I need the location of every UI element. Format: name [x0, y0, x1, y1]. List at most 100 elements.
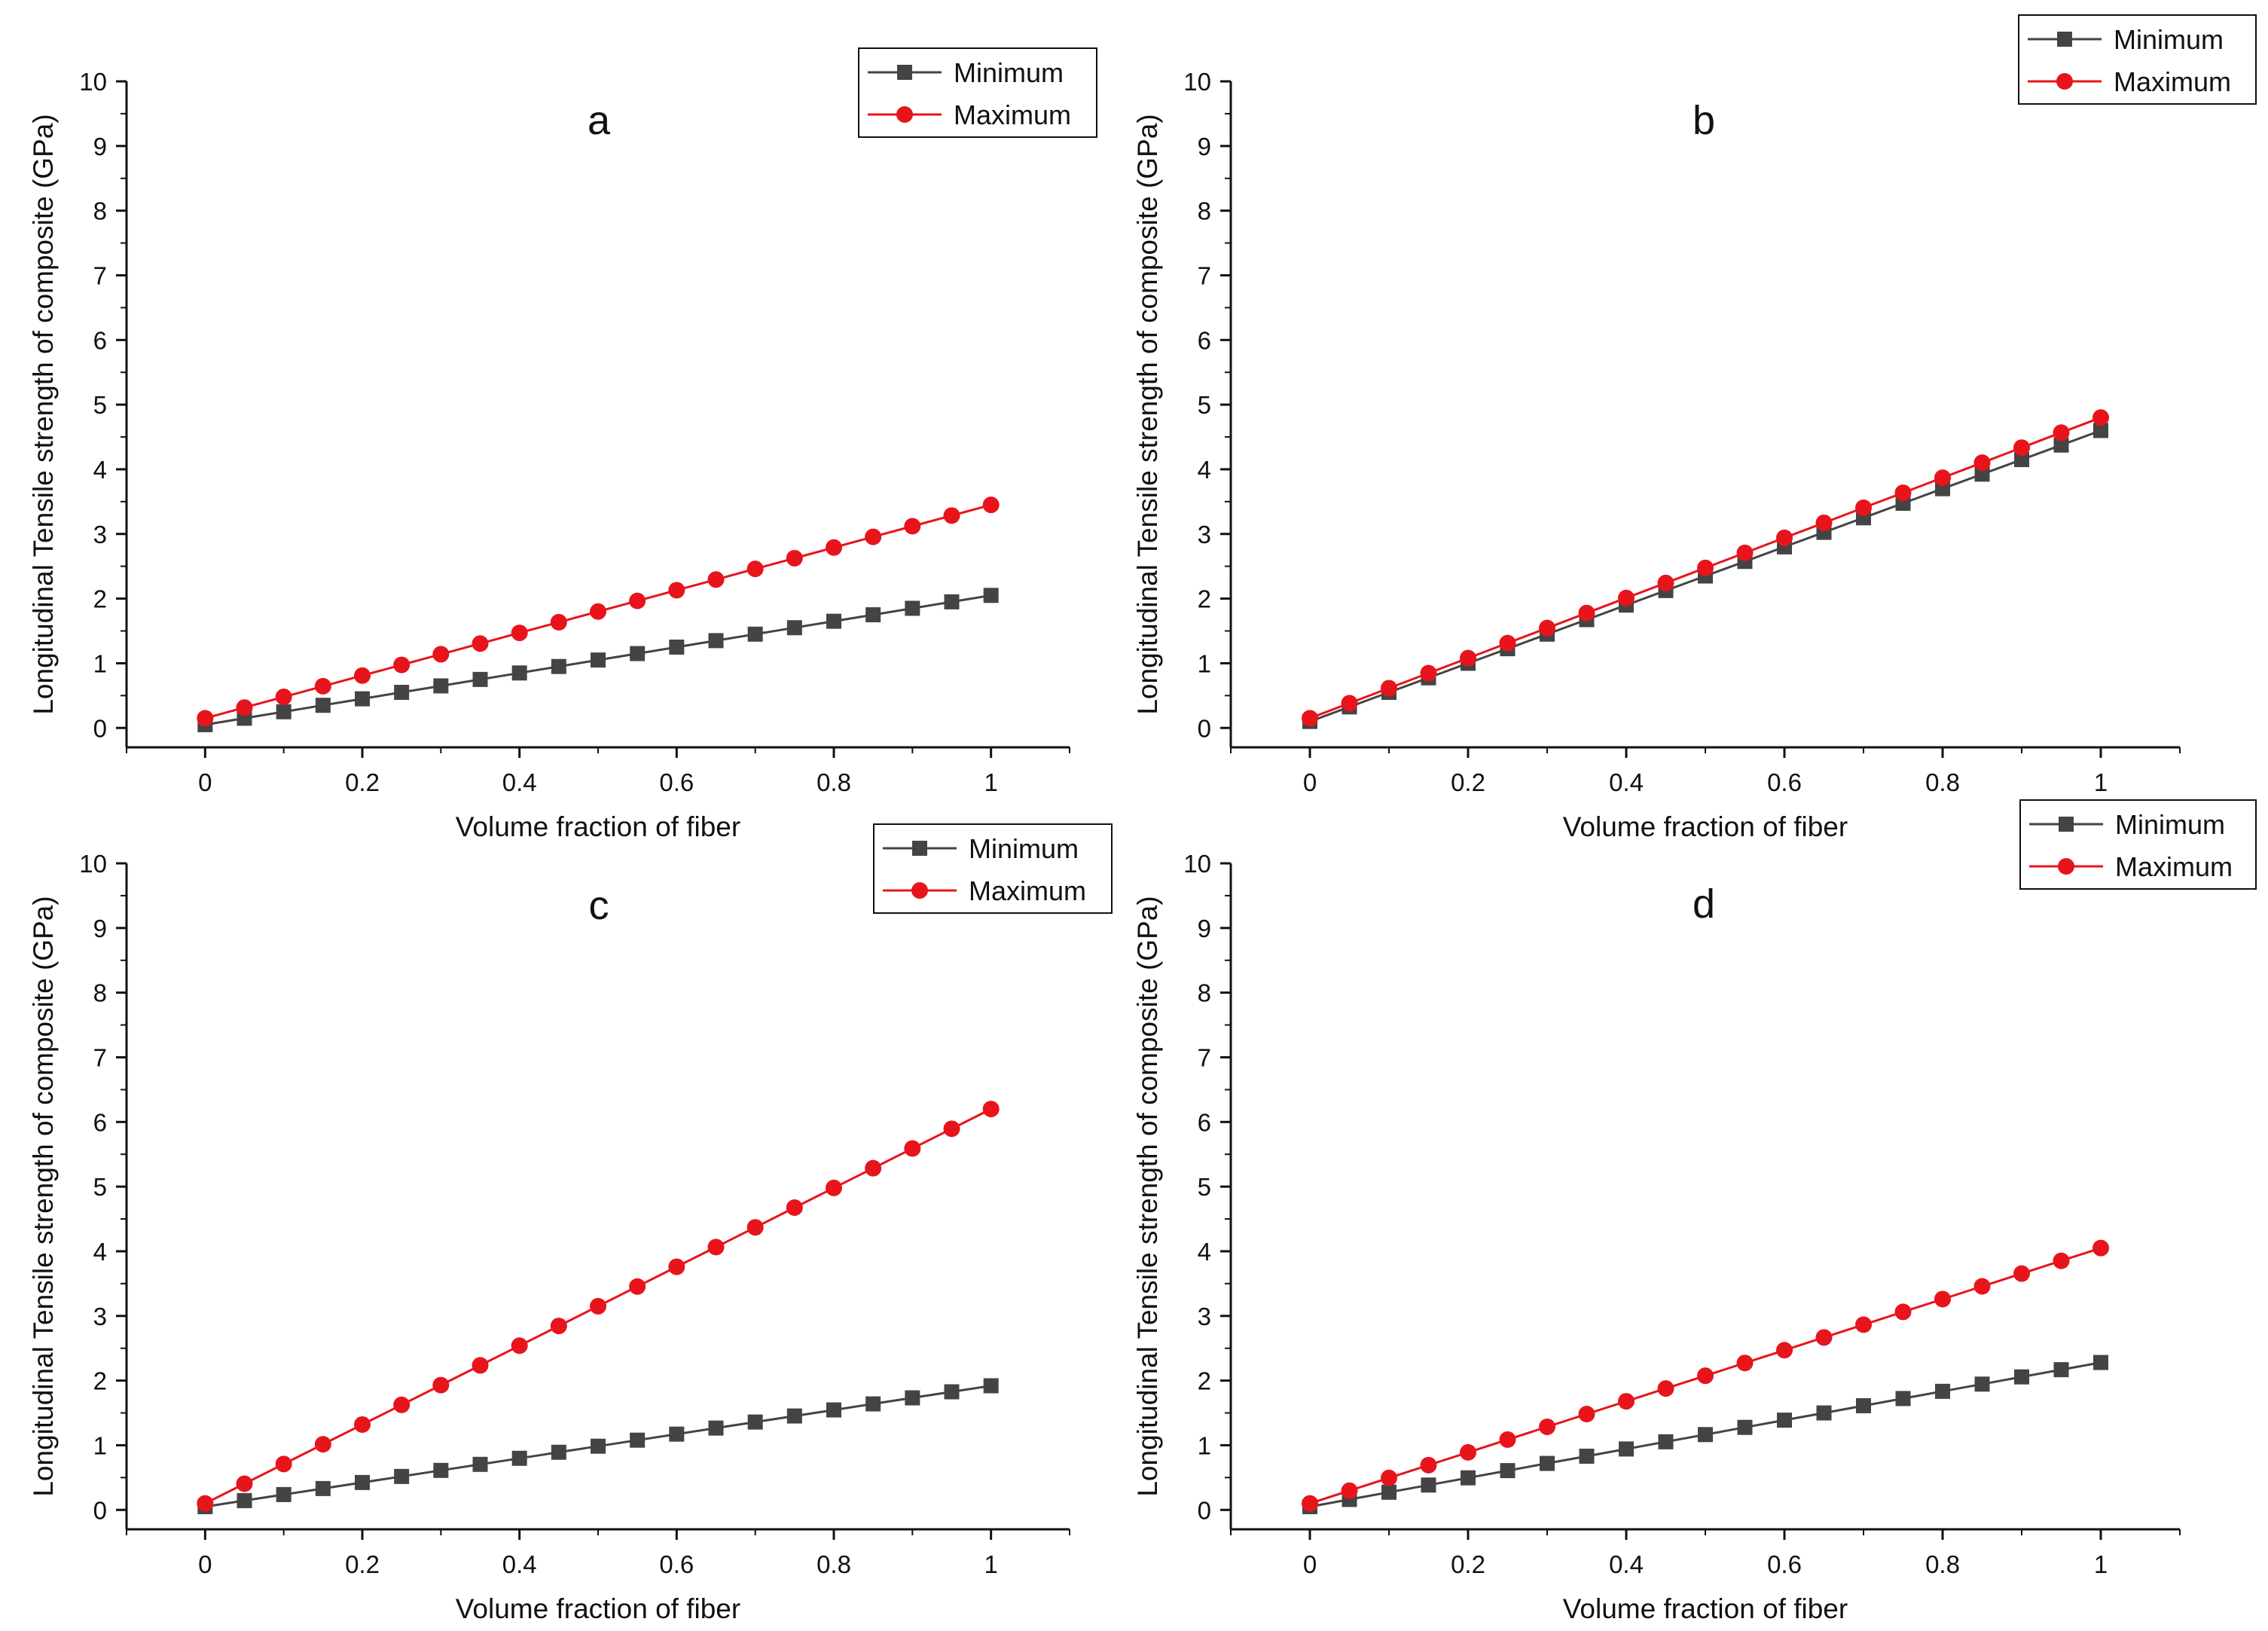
data-point-maximum [2053, 424, 2070, 441]
data-point-maximum [668, 582, 685, 599]
x-tick-label: 0.6 [659, 1550, 694, 1578]
y-tick-label: 10 [1183, 850, 1211, 878]
data-point-minimum [1461, 1470, 1476, 1486]
data-point-minimum [591, 1438, 606, 1454]
series-maximum [197, 1101, 1000, 1512]
y-tick-label: 10 [79, 68, 107, 96]
y-tick-label: 6 [1198, 1108, 1211, 1136]
data-point-minimum [1974, 466, 1990, 482]
data-point-maximum [746, 1219, 764, 1236]
x-tick-label: 0.8 [817, 1550, 851, 1578]
data-point-minimum [2093, 1355, 2108, 1370]
legend: Minimum Maximum [858, 47, 1097, 138]
x-tick-label: 0.4 [502, 1550, 537, 1578]
x-tick-label: 0.4 [1609, 1550, 1644, 1578]
data-point-minimum [2053, 1362, 2069, 1378]
legend-marker-square [2059, 817, 2074, 832]
data-point-maximum [1499, 634, 1516, 652]
y-tick-label: 5 [93, 391, 107, 419]
data-point-maximum [1697, 559, 1714, 576]
data-point-maximum [1420, 664, 1437, 682]
data-point-maximum [707, 1239, 725, 1256]
y-tick-label: 2 [93, 585, 107, 613]
data-point-maximum [275, 689, 292, 706]
data-point-maximum [1539, 1418, 1555, 1435]
data-point-maximum [904, 518, 921, 535]
legend: Minimum Maximum [2019, 799, 2257, 890]
data-point-minimum [865, 607, 881, 623]
data-point-minimum [1895, 1391, 1911, 1407]
data-point-maximum [1460, 649, 1476, 667]
x-tick-label: 1 [2094, 1550, 2108, 1578]
chart-panel-a: 0 1 2 3 4 5 6 7 8 9 10 0 0.2 0.4 0.6 0.8 1 Volume fractio… [28, 47, 1097, 842]
data-point-maximum [1578, 1406, 1595, 1423]
data-point-maximum [1973, 1278, 1991, 1295]
data-point-minimum [983, 588, 999, 603]
legend-label-maximum: Maximum [969, 875, 1086, 906]
data-point-minimum [747, 626, 763, 642]
data-point-minimum [315, 698, 331, 713]
data-point-minimum [355, 691, 370, 707]
x-axis-title: Volume fraction of fiber [1563, 811, 1848, 842]
data-point-maximum [904, 1140, 921, 1157]
data-point-maximum [236, 699, 253, 716]
data-point-maximum [865, 1159, 882, 1177]
legend-label-minimum: Minimum [954, 57, 1064, 88]
legend-box [2019, 799, 2257, 890]
y-tick-label: 0 [93, 1496, 107, 1524]
data-point-maximum [2013, 439, 2030, 457]
data-point-maximum [943, 1120, 960, 1138]
x-axis-title: Volume fraction of fiber [456, 811, 740, 842]
legend-marker-circle [911, 882, 928, 899]
data-point-maximum [1855, 499, 1872, 517]
legend-label-minimum: Minimum [2115, 809, 2225, 840]
data-point-minimum [1658, 1434, 1674, 1449]
y-tick-label: 6 [93, 326, 107, 354]
x-tick-label: 0 [1303, 768, 1317, 796]
data-point-minimum [472, 671, 488, 687]
data-point-minimum [669, 1426, 685, 1442]
data-point-minimum [786, 1408, 802, 1424]
data-point-maximum [550, 1318, 567, 1335]
data-point-maximum [511, 625, 528, 642]
legend-label-maximum: Maximum [954, 99, 1071, 130]
data-point-minimum [944, 594, 960, 609]
data-point-minimum [394, 1468, 410, 1484]
data-point-minimum [983, 1378, 999, 1394]
data-point-minimum [786, 620, 802, 636]
x-tick-label: 0.8 [1925, 768, 1960, 796]
y-tick-label: 0 [93, 714, 107, 742]
data-point-maximum [1855, 1316, 1872, 1333]
x-tick-label: 0.2 [345, 1550, 380, 1578]
y-tick-label: 3 [93, 521, 107, 548]
data-point-minimum [944, 1384, 960, 1400]
data-point-minimum [355, 1474, 370, 1490]
y-tick-label: 8 [1198, 197, 1211, 225]
data-point-maximum [1736, 544, 1754, 561]
x-tick-label: 0.8 [1925, 1550, 1960, 1578]
data-point-maximum [511, 1337, 528, 1355]
data-point-minimum [747, 1414, 763, 1430]
y-tick-label: 4 [93, 456, 107, 484]
data-point-maximum [707, 571, 725, 588]
legend-marker-circle [2058, 858, 2074, 875]
data-point-maximum [236, 1475, 253, 1492]
data-point-maximum [1420, 1456, 1437, 1474]
data-point-minimum [276, 1486, 292, 1502]
data-point-minimum [511, 1450, 527, 1466]
data-point-maximum [1934, 469, 1951, 487]
data-point-maximum [1539, 619, 1555, 637]
data-point-maximum [1934, 1290, 1951, 1308]
y-tick-label: 0 [1198, 714, 1211, 742]
data-point-maximum [2092, 1239, 2109, 1257]
legend-marker-square [2057, 32, 2072, 47]
y-tick-label: 5 [1198, 391, 1211, 419]
legend: Minimum Maximum [873, 823, 1113, 914]
data-point-minimum [1579, 1448, 1595, 1464]
x-tick-label: 0.6 [1767, 768, 1802, 796]
x-tick-label: 0.4 [1609, 768, 1644, 796]
data-point-maximum [275, 1455, 292, 1473]
x-tick-label: 0 [1303, 1550, 1317, 1578]
data-point-minimum [433, 678, 449, 694]
